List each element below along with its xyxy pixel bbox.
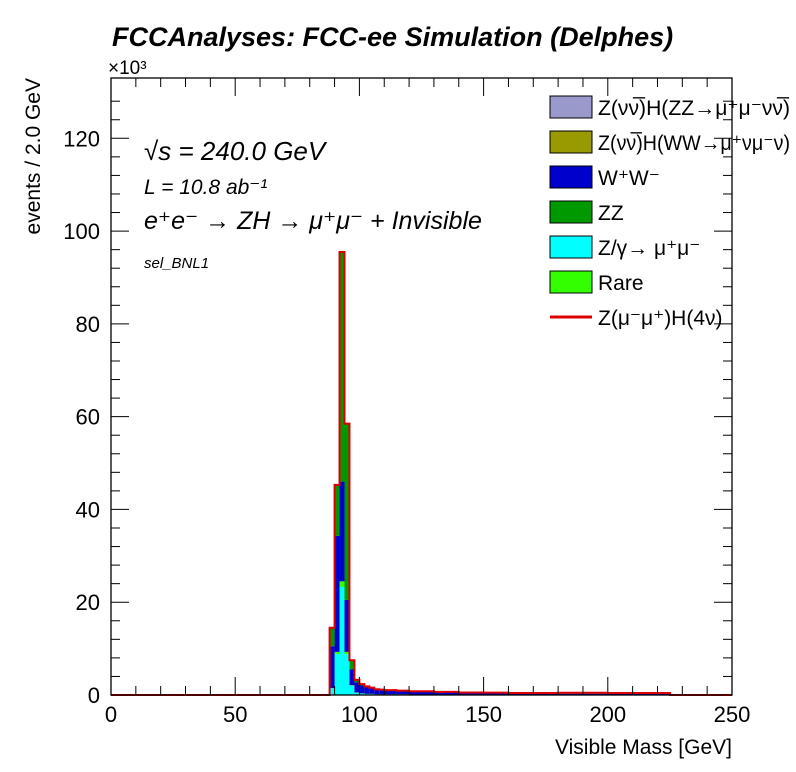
x-tick-label: 200: [589, 702, 626, 727]
legend-swatch: [549, 95, 593, 119]
bar-3-3: [339, 251, 345, 482]
legend-swatch: [549, 130, 593, 154]
y-tick-label: 40: [76, 497, 100, 522]
plot-frame: [110, 77, 733, 696]
chart-title: FCCAnalyses: FCC-ee Simulation (Delphes): [112, 22, 673, 52]
bar-2-11: [379, 690, 385, 695]
bar-2-7: [359, 685, 365, 694]
legend-label: Z(νν̅)H(ZZ→μ⁺μ⁻νν̅): [598, 97, 790, 120]
y-tick-label: 60: [76, 405, 100, 430]
x-tick-label: 100: [341, 702, 378, 727]
legend-label: W⁺W⁻: [598, 167, 660, 190]
legend-label: Z(μ⁻μ⁺)H(4ν): [598, 307, 723, 330]
bar-2-15: [433, 692, 459, 695]
bar-3-1: [329, 627, 335, 647]
bar-3-2: [334, 484, 340, 536]
legend-label: Z(νν̅)H(WW→μ⁺νμ⁻ν): [598, 132, 790, 155]
bar-3-5: [349, 660, 355, 670]
bar-3-6: [354, 679, 360, 683]
bar-2-8: [364, 687, 370, 694]
bar-2-4: [344, 599, 350, 652]
legend-swatch: [549, 165, 593, 189]
bar-2-1: [329, 646, 335, 689]
x-tick-label: 50: [223, 702, 247, 727]
y-tick-label: 120: [63, 126, 100, 151]
y-tick-label: 20: [76, 590, 100, 615]
bar-2-12: [384, 690, 397, 695]
bar-2-17: [483, 693, 509, 695]
annotation-process: e⁺e⁻ → ZH → μ⁺μ⁻ + Invisible: [144, 207, 482, 235]
y-tick-label: 100: [63, 219, 100, 244]
bar-2-10: [374, 689, 380, 695]
bar-2-5: [349, 669, 355, 686]
bar-0-5: [349, 685, 355, 695]
y-multiplier: ×10³: [108, 58, 147, 79]
bar-1-2: [334, 651, 340, 655]
y-axis: 0 20 40 60 80 100 120: [63, 100, 732, 708]
legend-swatch: [549, 200, 593, 224]
x-axis: 0 50 100 150 200 250: [105, 78, 750, 727]
bar-1-4: [344, 651, 350, 655]
x-tick-label: 0: [105, 702, 117, 727]
x-tick-label: 250: [714, 702, 751, 727]
x-axis-label: Visible Mass [GeV]: [555, 736, 732, 759]
bar-0-7: [359, 693, 365, 695]
bar-2-2: [334, 535, 340, 652]
bar-3-4: [344, 423, 350, 600]
bar-2-13: [396, 691, 410, 695]
legend-swatch: [549, 270, 593, 294]
bar-0-1: [329, 688, 335, 695]
bar-2-3: [339, 481, 345, 582]
bar-0-6: [354, 692, 360, 695]
y-tick-label: 0: [88, 683, 100, 708]
legend-label: ZZ: [598, 202, 624, 225]
bar-2-14: [409, 691, 434, 695]
x-tick-label: 150: [465, 702, 502, 727]
bar-1-3: [339, 581, 345, 587]
annotation-selection: sel_BNL1: [144, 255, 209, 272]
legend: Z(νν̅)H(ZZ→μ⁺μ⁻νν̅) Z(νν̅)H(WW→μ⁺νμ⁻ν) W⁺W…: [549, 95, 790, 330]
bar-2-6: [354, 682, 360, 693]
bar-0-2: [334, 654, 340, 695]
y-axis-label: events / 2.0 GeV: [22, 78, 45, 234]
bar-0-4: [344, 654, 350, 695]
y-tick-label: 80: [76, 312, 100, 337]
legend-label: Rare: [598, 272, 644, 295]
bar-2-9: [369, 688, 375, 694]
annotation-sqrt-s: √s = 240.0 GeV: [144, 136, 328, 166]
legend-label: Z/γ→ μ⁺μ⁻: [598, 237, 700, 260]
annotation-luminosity: L = 10.8 ab⁻¹: [144, 176, 267, 199]
bar-0-3: [339, 586, 345, 695]
bar-2-16: [458, 692, 484, 695]
legend-swatch: [549, 235, 593, 259]
